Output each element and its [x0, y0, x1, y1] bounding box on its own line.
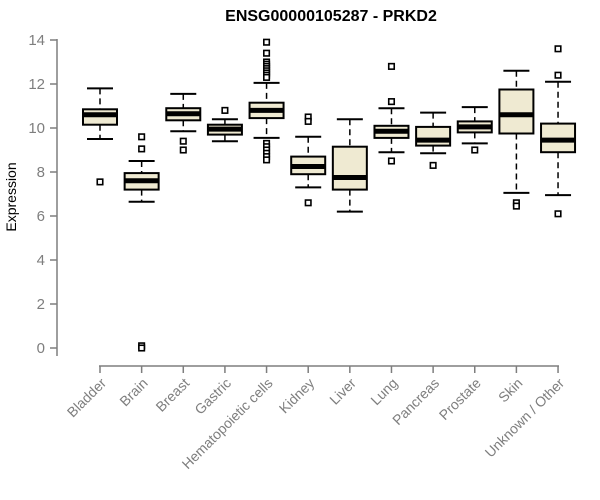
boxplot-prostate [456, 106, 493, 154]
iqr-box [331, 145, 368, 191]
y-tick-label: 10 [28, 120, 45, 137]
outlier-point [512, 202, 520, 210]
outlier-point [387, 157, 396, 165]
outlier-point [554, 45, 562, 53]
boxplot-unknown-other [540, 45, 577, 218]
outlier-point [179, 137, 187, 145]
outlier-point [138, 344, 146, 352]
outlier-point [263, 156, 271, 164]
y-tick-label: 4 [37, 252, 45, 269]
outlier-point [471, 146, 479, 154]
boxplot-liver [331, 118, 368, 213]
boxplot-skin [498, 69, 535, 210]
outlier-point [304, 117, 312, 125]
iqr-box [415, 125, 452, 147]
outlier-point [263, 38, 271, 46]
boxplot-hematopoietic-cells [248, 38, 285, 164]
outlier-point [138, 145, 146, 153]
y-axis-title: Expression [3, 162, 19, 231]
box-series [82, 38, 577, 352]
y-tick-label: 12 [28, 76, 45, 93]
outlier-point [554, 71, 562, 79]
outlier-point [263, 49, 271, 57]
outlier-point [387, 98, 396, 106]
boxplot-breast [165, 92, 202, 154]
outlier-point [96, 178, 104, 186]
y-tick-label: 8 [37, 164, 45, 181]
boxplot-brain [123, 133, 160, 352]
boxplot-bladder [82, 87, 118, 186]
y-tick-label: 0 [37, 340, 45, 357]
outlier-point [429, 161, 437, 169]
y-tick-label: 6 [37, 208, 45, 225]
outlier-point [304, 199, 312, 207]
outlier-point [387, 62, 396, 70]
boxplot-kidney [290, 113, 327, 207]
boxplot-pancreas [415, 111, 452, 169]
y-tick-label: 2 [37, 296, 45, 313]
outlier-point [138, 133, 146, 141]
outlier-point [221, 106, 229, 114]
boxplot-lung [373, 62, 410, 165]
outlier-point [179, 146, 187, 154]
outlier-point [554, 210, 562, 218]
iqr-box [498, 88, 535, 135]
boxplot-gastric [206, 106, 243, 143]
chart-title: ENSG00000105287 - PRKD2 [225, 8, 437, 25]
y-tick-label: 14 [28, 32, 45, 49]
outlier-point [263, 73, 271, 81]
